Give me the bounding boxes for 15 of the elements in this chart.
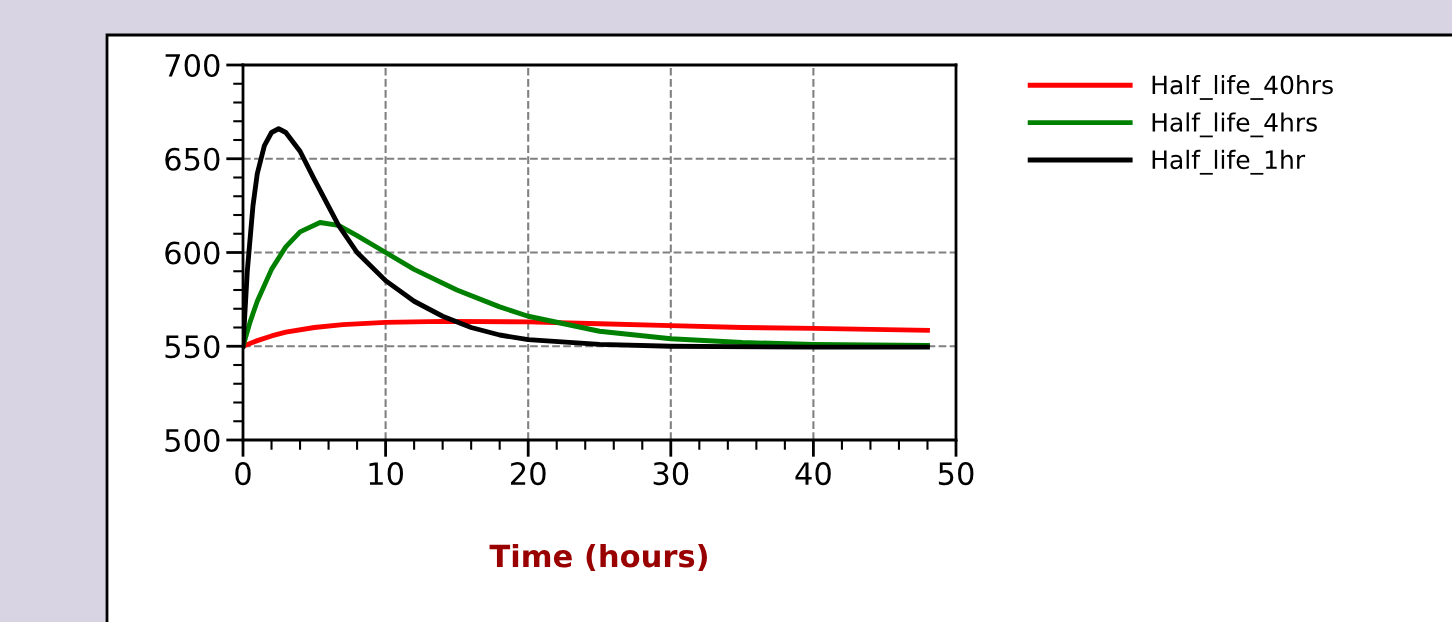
- legend-label: Half_life_40hrs: [1152, 75, 1333, 100]
- x-tick-label: 10: [369, 462, 404, 486]
- x-tick-label: 20: [511, 462, 546, 486]
- legend-label: Half_life_4hrs: [1152, 112, 1317, 138]
- y-tick-label: 550: [165, 335, 220, 359]
- x-axis-title: Time (hours): [489, 543, 707, 572]
- y-tick-label: 650: [165, 147, 220, 171]
- y-tick-label: 500: [165, 428, 220, 453]
- x-tick-label: 40: [795, 462, 831, 486]
- y-tick-label: 700: [165, 53, 220, 78]
- x-tick-label: 50: [938, 462, 974, 486]
- x-tick-label: 0: [235, 462, 251, 486]
- legend-label: Half_life_1hr: [1152, 149, 1306, 175]
- y-tick-label: 600: [165, 241, 220, 265]
- x-tick-label: 30: [653, 462, 689, 486]
